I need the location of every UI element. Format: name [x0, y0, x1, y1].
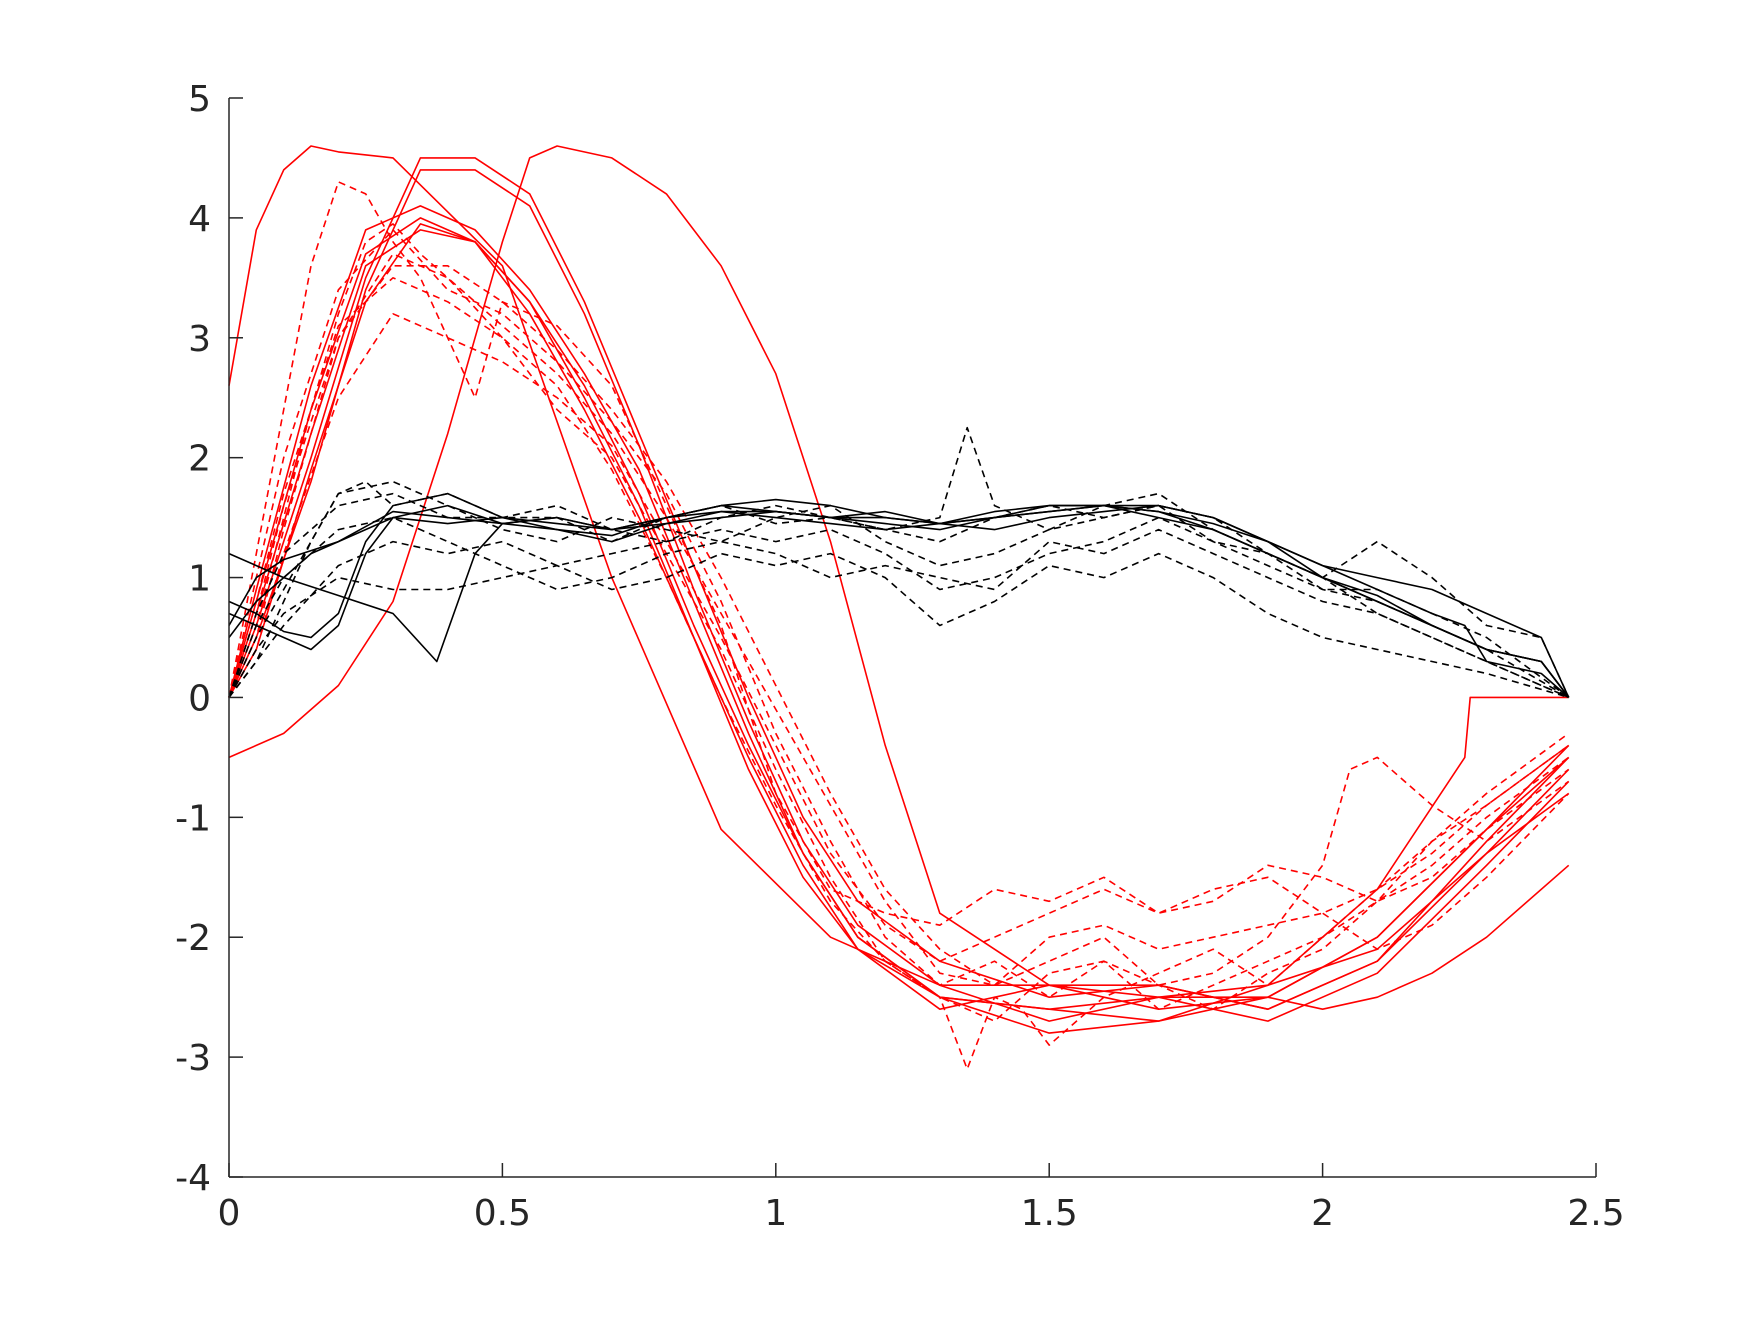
y-tick-label-2: -2 [175, 918, 211, 959]
series-line-8 [228, 223, 1569, 1011]
series-line-4 [228, 169, 1570, 1022]
series-line-13 [228, 312, 1570, 963]
series-layer [228, 145, 1570, 1070]
series-line-18 [228, 492, 1570, 698]
series-line-9 [228, 181, 1570, 951]
series-line-1 [228, 145, 1570, 1011]
series-line-25 [228, 516, 1570, 699]
y-tick-label-7: 3 [188, 319, 211, 360]
y-tick-label-6: 2 [188, 439, 211, 480]
series-line-7 [228, 205, 1570, 1022]
series-line-15 [228, 264, 1570, 987]
series-line-11 [228, 253, 1570, 987]
series-line-26 [228, 492, 1570, 699]
x-tick-label-4: 2 [1311, 1193, 1334, 1234]
series-line-23 [228, 516, 1570, 699]
series-line-3 [228, 157, 1570, 1011]
y-tick-label-8: 4 [188, 199, 211, 240]
y-tick-label-9: 5 [188, 79, 211, 120]
series-line-14 [228, 229, 1570, 1011]
series-line-5 [228, 217, 1570, 1034]
x-tick-label-1: 0.5 [474, 1193, 531, 1234]
series-line-2 [228, 145, 1570, 1011]
y-tick-label-1: -3 [175, 1038, 211, 1079]
series-line-22 [228, 552, 1569, 699]
axes-layer: 0 0.5 1 1.5 2 2.5 -4 -3 -2 -1 0 1 2 3 4 5 [175, 79, 1625, 1234]
y-tick-label-5: 1 [188, 559, 211, 600]
y-tick-label-0: -4 [175, 1158, 211, 1199]
series-line-6 [228, 229, 1570, 1011]
series-line-17 [228, 498, 1570, 698]
x-tick-label-2: 1 [764, 1193, 787, 1234]
y-tick-label-3: -1 [175, 798, 211, 839]
x-tick-label-5: 2.5 [1567, 1193, 1624, 1234]
x-tick-label-0: 0 [218, 1193, 241, 1234]
series-line-12 [228, 276, 1570, 1022]
series-line-20 [228, 504, 1570, 698]
y-tick-label-4: 0 [188, 678, 211, 719]
x-tick-label-3: 1.5 [1021, 1193, 1078, 1234]
